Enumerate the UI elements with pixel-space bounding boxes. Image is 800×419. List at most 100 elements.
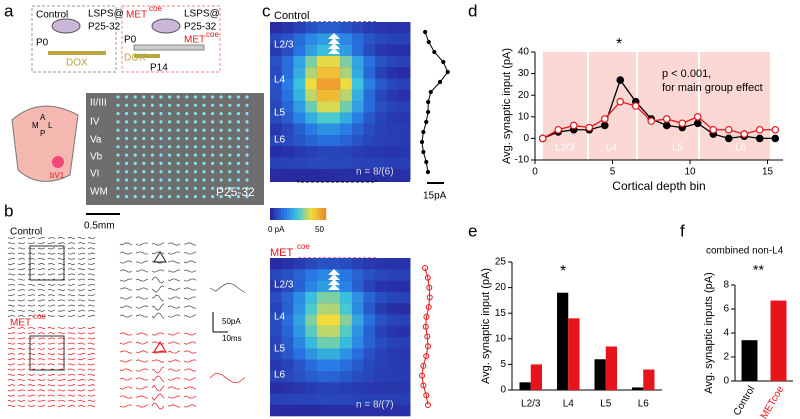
trace — [47, 289, 56, 291]
heat-cell — [340, 101, 352, 113]
heat-cell — [270, 33, 282, 45]
heat-cell — [316, 101, 329, 113]
stim-dot — [159, 186, 163, 190]
heat-cell — [305, 393, 317, 405]
heat-cell — [351, 337, 364, 349]
heat-cell — [293, 55, 306, 68]
triangle — [152, 340, 168, 353]
heat-cell — [363, 269, 376, 281]
trace — [47, 379, 56, 381]
stim-dot — [159, 120, 163, 124]
label: coe — [33, 312, 46, 321]
stim-dot — [125, 145, 129, 149]
y-axis-label: Avg. synaptic inputs (pA) — [703, 272, 715, 393]
trace — [47, 389, 56, 392]
trace — [183, 332, 197, 336]
trace — [119, 332, 133, 336]
heat-cell — [387, 55, 399, 68]
stim-dot — [211, 145, 215, 149]
trace — [17, 278, 26, 281]
trace — [119, 395, 133, 399]
stim-dot — [176, 103, 180, 107]
trace — [119, 359, 133, 363]
trace — [209, 372, 246, 384]
heat-cell — [270, 303, 282, 315]
trace — [151, 242, 165, 246]
trace — [27, 358, 36, 361]
heat-cell — [293, 325, 306, 338]
heat-cell — [316, 337, 329, 349]
trace — [151, 375, 165, 383]
label: coe — [149, 4, 162, 13]
stim-dot — [176, 112, 180, 116]
trace — [183, 341, 197, 345]
colorbar — [306, 208, 310, 220]
heat-cell — [270, 258, 282, 270]
heat-cell — [281, 325, 294, 338]
heat-cell — [281, 33, 294, 45]
heat-cell — [375, 325, 388, 338]
heat-cell — [363, 359, 376, 372]
label: n = 8/(7) — [356, 400, 394, 411]
stim-dot — [150, 103, 154, 107]
y-tick-label: 4 — [723, 328, 729, 339]
heat-cell — [351, 325, 364, 338]
heat-cell — [340, 123, 352, 136]
trace — [67, 242, 76, 245]
heat-cell — [351, 67, 364, 79]
heat-cell — [398, 404, 411, 417]
trace — [27, 389, 36, 392]
trace — [77, 299, 86, 302]
stim-dot — [211, 128, 215, 132]
stim-dot — [185, 120, 189, 124]
line — [542, 100, 776, 139]
stim-dot — [150, 195, 154, 199]
point — [569, 121, 578, 130]
trace — [67, 237, 76, 239]
heat-cell — [387, 371, 399, 383]
y-tick-label: 15 — [495, 308, 507, 319]
heat-cell — [316, 359, 329, 372]
stim-dot — [236, 153, 240, 157]
trace — [57, 315, 66, 317]
trace — [67, 368, 76, 371]
stim-dot — [219, 112, 223, 116]
trace — [183, 269, 197, 273]
heat-cell — [340, 303, 352, 315]
heat-cell — [398, 33, 411, 45]
annotation: ** — [753, 262, 764, 278]
heat-cell — [305, 359, 317, 372]
stim-dot — [193, 128, 197, 132]
stim-dot — [159, 95, 163, 99]
heat-cell — [270, 325, 282, 338]
heat-cell — [351, 382, 364, 394]
stim-dot — [193, 186, 197, 190]
trace — [37, 257, 46, 260]
stim-dot — [228, 195, 232, 199]
colorbar — [314, 208, 318, 220]
heat-cell — [270, 168, 282, 181]
stim-dot — [125, 186, 129, 190]
stim-dot — [219, 128, 223, 132]
heat-cell — [387, 382, 399, 394]
point — [662, 121, 671, 130]
trace — [183, 260, 197, 264]
heat-cell — [270, 67, 282, 79]
heat-cell — [293, 280, 306, 292]
heat-cell — [328, 314, 341, 326]
stim-dot — [185, 95, 189, 99]
panel-label: f — [680, 221, 685, 240]
trace — [67, 294, 76, 297]
trace — [37, 379, 46, 381]
heat-cell — [270, 89, 282, 102]
heat-cell — [387, 258, 399, 270]
heat-cell — [328, 371, 341, 383]
stim-dot — [236, 103, 240, 107]
heat-cell — [387, 168, 399, 181]
stim-dot — [116, 95, 120, 99]
heat-cell — [375, 359, 388, 372]
arrow — [328, 38, 340, 44]
heat-cell — [316, 112, 329, 124]
arrow — [328, 284, 340, 290]
trace — [37, 294, 46, 297]
